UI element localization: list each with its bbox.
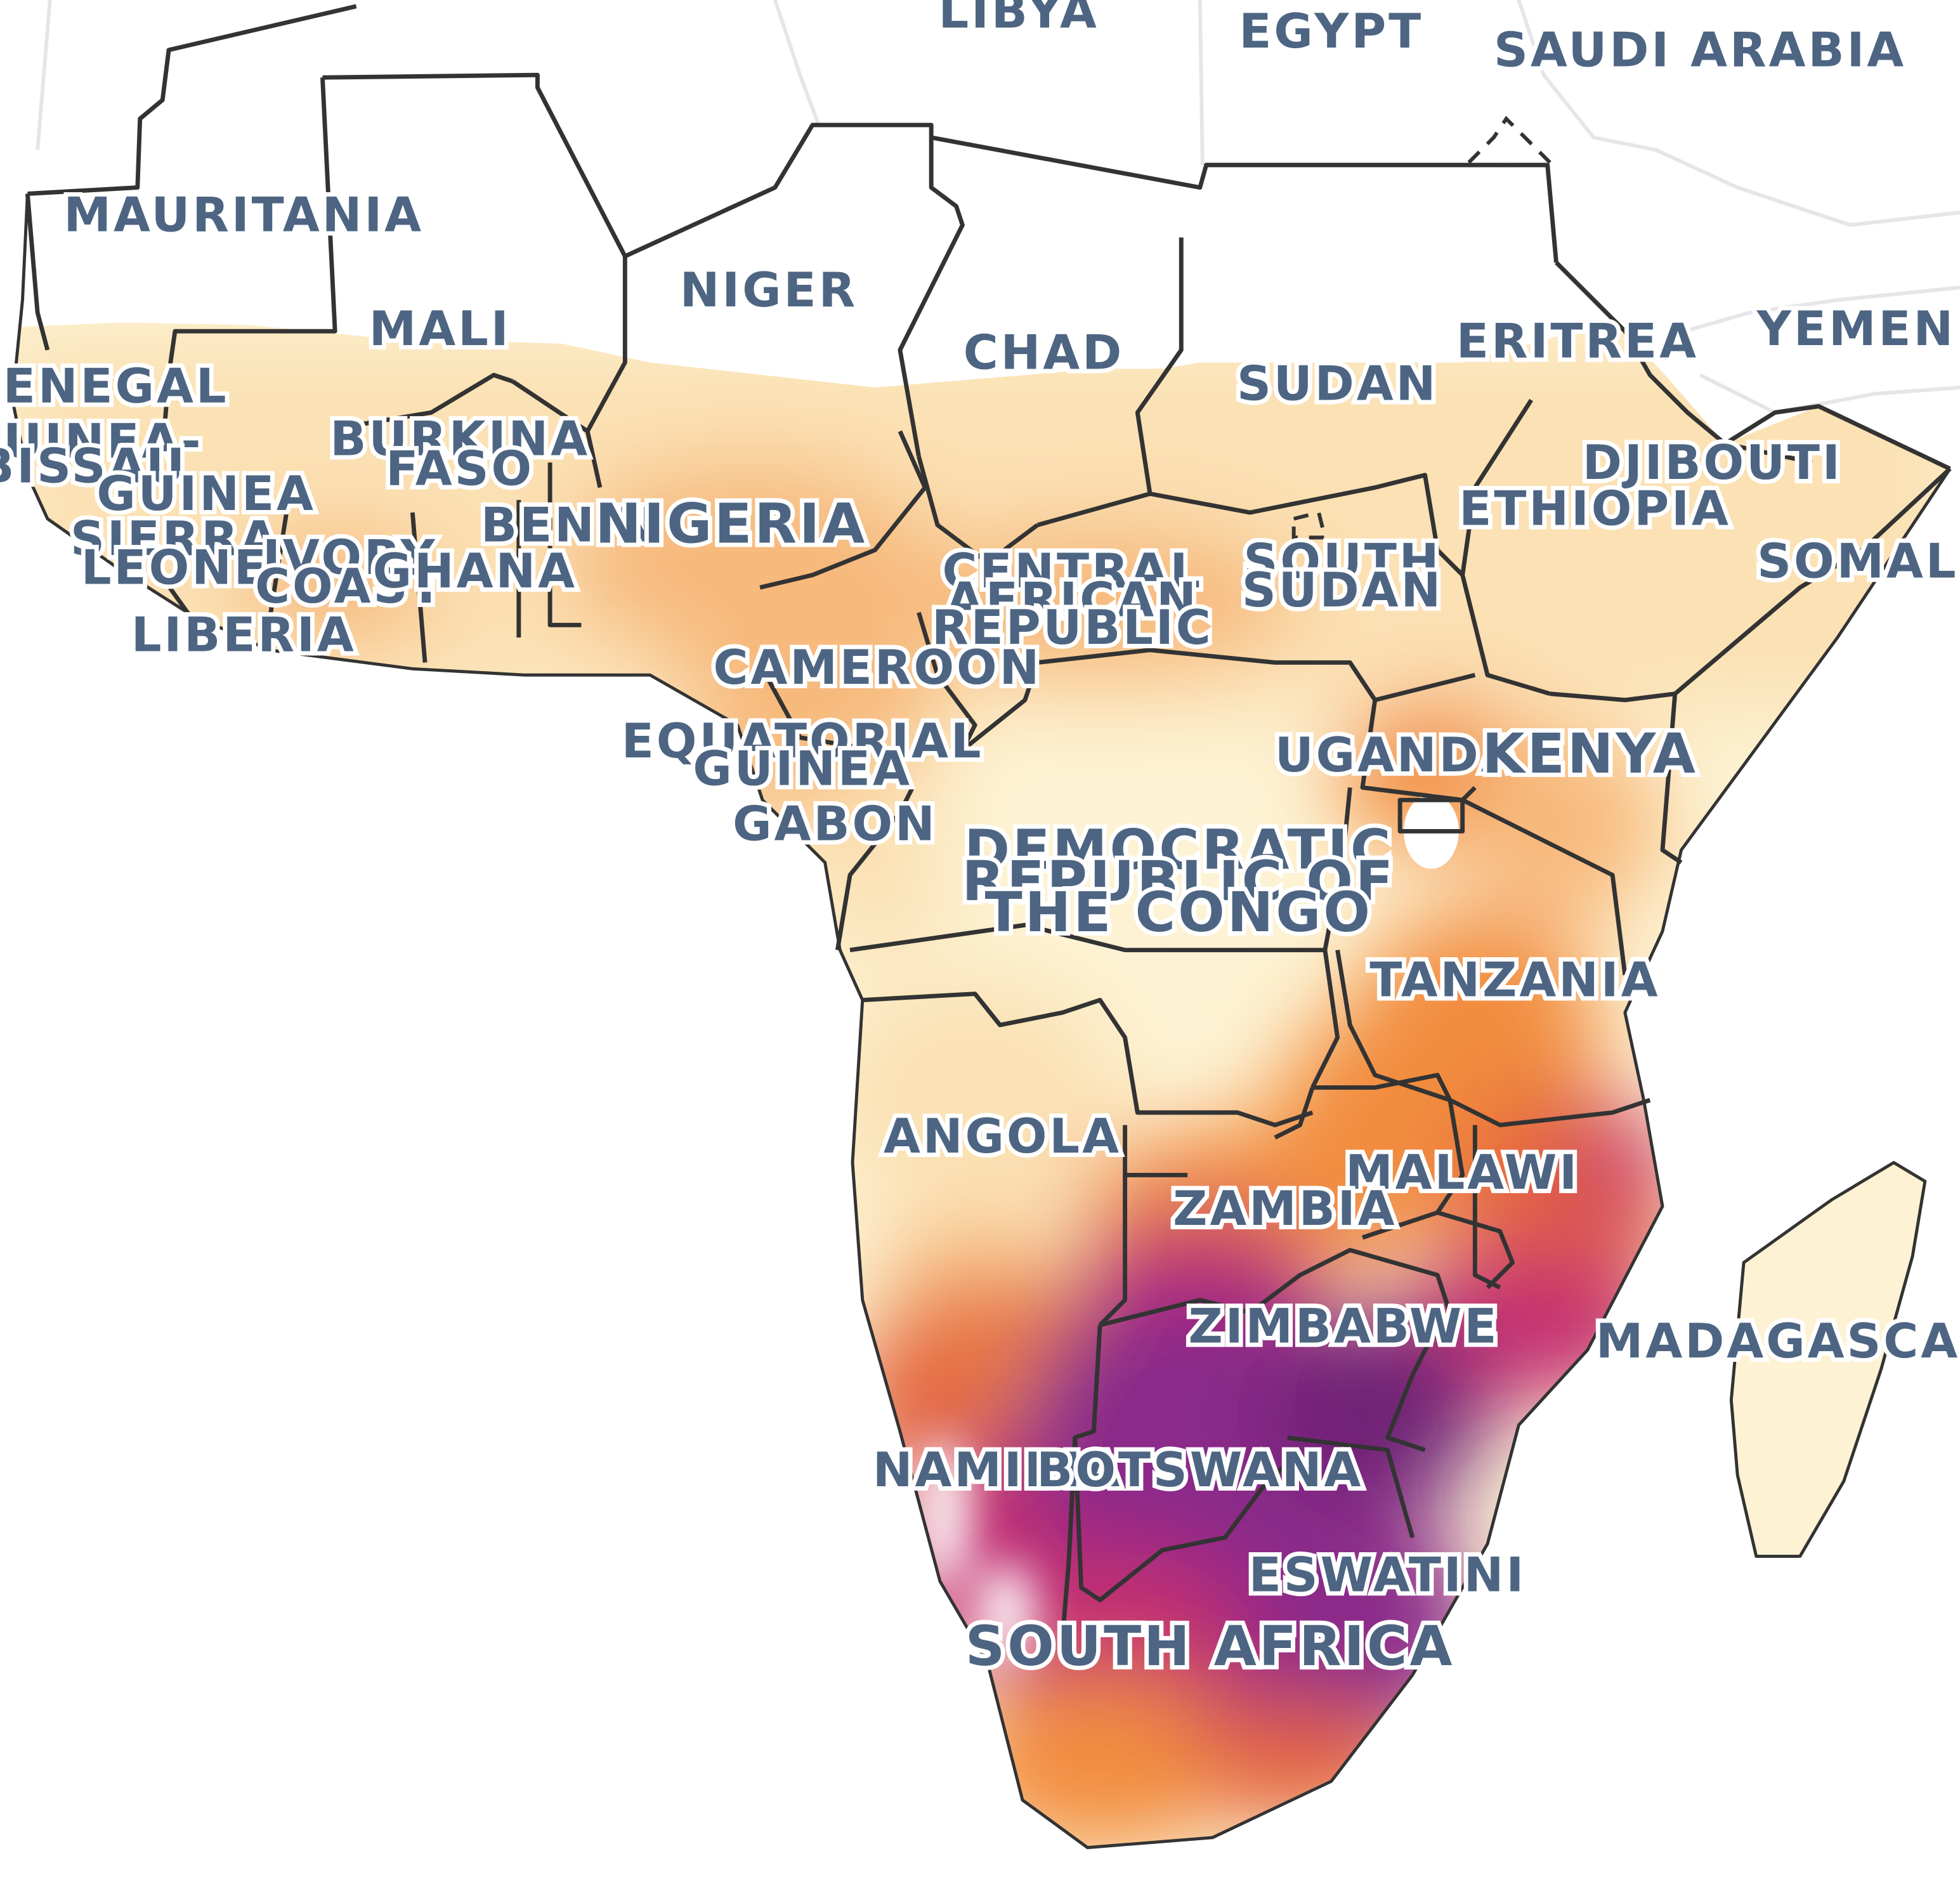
label-botswana: BOTSWANA: [1036, 1442, 1363, 1498]
label-tanzania: TANZANIA: [1369, 952, 1660, 1008]
label-uganda: UGANDA: [1275, 727, 1520, 783]
label-djibouti: DJIBOUTI: [1583, 435, 1843, 490]
label-eswatini: ESWATINI: [1249, 1547, 1526, 1603]
label-senegal: SENEGAL: [0, 358, 229, 414]
coastline: [11, 193, 1952, 1850]
label-niger: NIGER: [680, 262, 858, 318]
label-drc-3: THE CONGO: [985, 881, 1373, 945]
label-sierra-leone-2: LEONE: [81, 539, 269, 595]
label-namibia: NAMIBIA: [873, 1442, 1122, 1498]
label-cameroon: CAMEROON: [714, 639, 1042, 695]
label-ivory-coast-1: IVORY: [263, 530, 438, 585]
label-car-1: CENTRAL: [942, 543, 1203, 599]
label-south-africa: SOUTH AFRICA: [965, 1615, 1455, 1678]
madagascar-coast: [1729, 1161, 1927, 1558]
label-sudan: SUDAN: [1237, 356, 1438, 412]
label-ghana: GHANA: [373, 543, 577, 599]
label-sierra-leone-1: SIERRA: [70, 511, 280, 566]
label-mauritania: MAURITANIA: [64, 187, 424, 243]
label-burkina-faso-2: FASO: [386, 441, 534, 497]
label-guinea: GUINEA: [96, 466, 316, 521]
label-south-sudan-1: SOUTH: [1244, 533, 1442, 589]
label-angola: ANGOLA: [884, 1108, 1121, 1164]
label-zimbabwe: ZIMBABWE: [1188, 1298, 1499, 1354]
label-benin: BENIN: [481, 497, 659, 553]
label-nigeria: NIGERIA: [595, 492, 867, 556]
label-drc-2: REPUBLIC OF: [962, 850, 1396, 913]
country-labels: LIBYA EGYPT SAUDI ARABIA MAURITANIA NIGE…: [0, 0, 1960, 1683]
label-kenya: KENYA: [1482, 723, 1698, 786]
label-saudi-arabia: SAUDI ARABIA: [1494, 22, 1906, 77]
label-equatorial-guinea-2: GUINEA: [693, 741, 912, 797]
label-somalia: SOMALIA: [1757, 533, 1960, 589]
label-south-sudan-2: SUDAN: [1242, 562, 1443, 618]
label-egypt: EGYPT: [1239, 3, 1423, 59]
label-guinea-bissau-1: GUINEA-: [0, 413, 203, 469]
label-libya: LIBYA: [938, 0, 1099, 39]
label-malawi: MALAWI: [1345, 1144, 1579, 1200]
label-burkina-faso-1: BURKINA: [330, 410, 590, 466]
label-liberia: LIBERIA: [131, 607, 356, 663]
label-ivory-coast-2: COAST: [255, 558, 445, 614]
label-zambia: ZAMBIA: [1173, 1180, 1397, 1236]
label-equatorial-guinea-1: EQUATORIAL: [622, 713, 984, 769]
label-drc-1: DEMOCRATIC: [964, 819, 1393, 882]
label-eritrea: ERITREA: [1456, 313, 1699, 369]
label-madagascar: MADAGASCAR: [1596, 1313, 1960, 1369]
label-chad: CHAD: [964, 324, 1124, 380]
label-car-2: AFRICAN: [946, 572, 1199, 628]
country-borders: [25, 4, 1952, 1638]
label-guinea-bissau-2: BISSAU: [0, 438, 187, 494]
label-ethiopia: ETHIOPIA: [1459, 481, 1731, 537]
label-gabon: GABON: [733, 795, 938, 851]
label-yemen: YEMEN: [1756, 301, 1956, 356]
neighbouring-borders: [36, 0, 1960, 415]
label-car-3: REPUBLIC: [932, 599, 1213, 655]
label-mali: MALI: [369, 301, 511, 356]
